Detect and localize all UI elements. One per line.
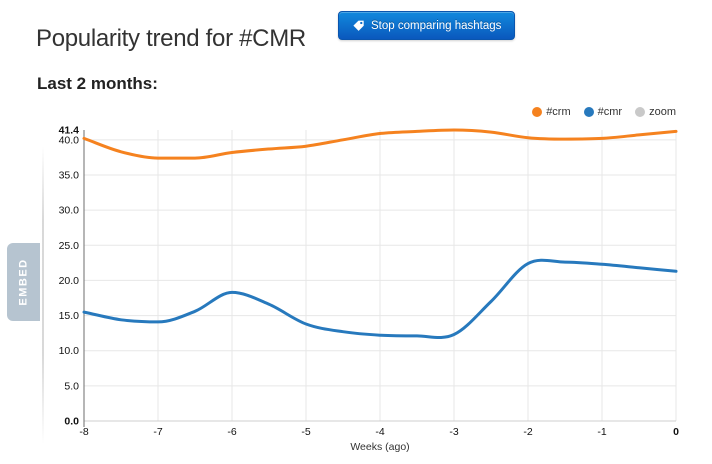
x-tick-label: -8 xyxy=(79,426,88,438)
y-tick-label: 25.0 xyxy=(59,240,80,252)
legend-item-zoom[interactable]: zoom xyxy=(635,106,676,118)
y-tick-label: 20.0 xyxy=(59,275,80,287)
chart-legend: #crm #cmr zoom xyxy=(532,106,676,118)
x-tick-label: -6 xyxy=(227,426,236,438)
legend-dot-icon xyxy=(532,107,543,117)
x-tick-label: 0 xyxy=(673,426,679,438)
legend-label: #cmr xyxy=(597,106,623,118)
legend-label: #crm xyxy=(546,106,571,118)
crm-line xyxy=(82,128,678,160)
y-max-label: 41.4 xyxy=(59,125,80,137)
legend-item-crm[interactable]: #crm xyxy=(532,106,571,118)
page-title: Popularity trend for #CMR xyxy=(36,25,306,53)
y-tick-label: 0.0 xyxy=(64,416,79,428)
tag-icon xyxy=(352,19,365,32)
y-tick-label: 40.0 xyxy=(59,134,80,146)
x-tick-label: -4 xyxy=(375,426,384,438)
y-tick-label: 35.0 xyxy=(59,169,80,181)
x-tick-label: -7 xyxy=(153,426,162,438)
legend-dot-icon xyxy=(583,107,594,117)
stop-comparing-label: Stop comparing hashtags xyxy=(371,19,502,32)
legend-dot-icon xyxy=(635,107,646,117)
y-tick-label: 10.0 xyxy=(59,345,80,357)
stop-comparing-button[interactable]: Stop comparing hashtags xyxy=(338,11,516,40)
x-tick-label: -1 xyxy=(597,426,606,438)
embed-tab[interactable]: EMBED xyxy=(7,243,40,321)
x-tick-label: -5 xyxy=(301,426,310,438)
y-tick-label: 30.0 xyxy=(59,205,80,217)
section-title: Last 2 months: xyxy=(37,74,158,94)
x-tick-label: -3 xyxy=(449,426,458,438)
x-axis-title: Weeks (ago) xyxy=(350,441,409,453)
legend-item-cmr[interactable]: #cmr xyxy=(583,106,623,118)
y-tick-label: 5.0 xyxy=(64,380,79,392)
x-tick-label: -2 xyxy=(523,426,532,438)
panel-edge-divider xyxy=(42,146,44,444)
legend-label: zoom xyxy=(649,106,676,118)
y-tick-label: 15.0 xyxy=(59,310,80,322)
cmr-line xyxy=(82,258,678,339)
